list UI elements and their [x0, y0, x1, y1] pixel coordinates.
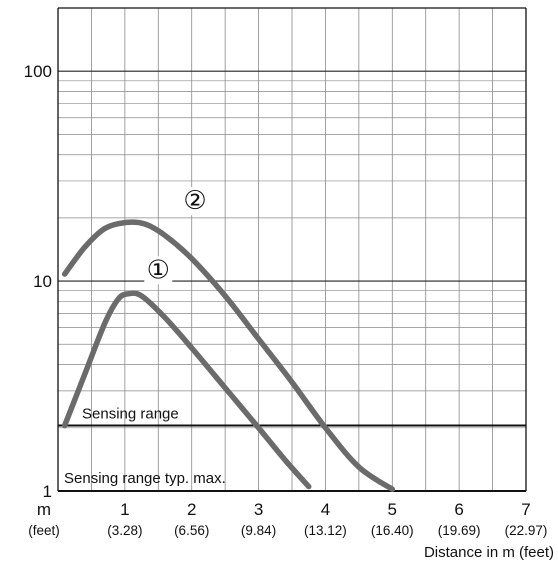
x-tick-label: 4 — [321, 500, 330, 519]
x-tick-label: 5 — [388, 500, 397, 519]
x-tick-sublabel: (6.56) — [174, 523, 209, 538]
plot-frame — [57, 7, 527, 491]
x-tick-sublabel: (13.12) — [304, 523, 347, 538]
series-label-background — [144, 256, 173, 285]
x-tick-label: 7 — [521, 500, 530, 519]
x-tick-label: 2 — [187, 500, 196, 519]
minor-gridlines — [58, 7, 526, 491]
data-curves — [61, 219, 396, 492]
x-tick-sublabel: (9.84) — [241, 523, 276, 538]
y-tick-label: 100 — [24, 62, 52, 81]
series-label-background — [181, 187, 210, 216]
x-tick-sublabel: (22.97) — [505, 523, 548, 538]
x-tick-label: m — [37, 500, 51, 519]
x-tick-sublabel: (19.69) — [438, 523, 481, 538]
x-tick-sublabel: (feet) — [28, 523, 60, 538]
series-label-1: ① — [147, 255, 170, 285]
series-curve-2 — [61, 219, 396, 492]
x-axis-title: Distance in m (feet) — [424, 544, 554, 561]
x-tick-label: 1 — [120, 500, 129, 519]
x-tick-sublabel: (16.40) — [371, 523, 414, 538]
sensing-range-label: Sensing range — [82, 406, 179, 423]
y-tick-label: 1 — [43, 482, 52, 501]
chart-labels: 1 10 100 m (feet) 1 (3.28) 2 (6.56) 3 (9.84) 4 (13.1… — [24, 62, 554, 561]
x-tick-sublabel: (3.28) — [107, 523, 142, 538]
x-tick-label: 6 — [454, 500, 463, 519]
y-tick-label: 10 — [33, 272, 52, 291]
x-tick-label: 3 — [254, 500, 263, 519]
sensing-range-typ-max-label: Sensing range typ. max. — [64, 470, 226, 487]
series-curve-1 — [61, 290, 312, 490]
reference-lines — [58, 424, 526, 492]
series-label-2: ② — [183, 186, 206, 216]
